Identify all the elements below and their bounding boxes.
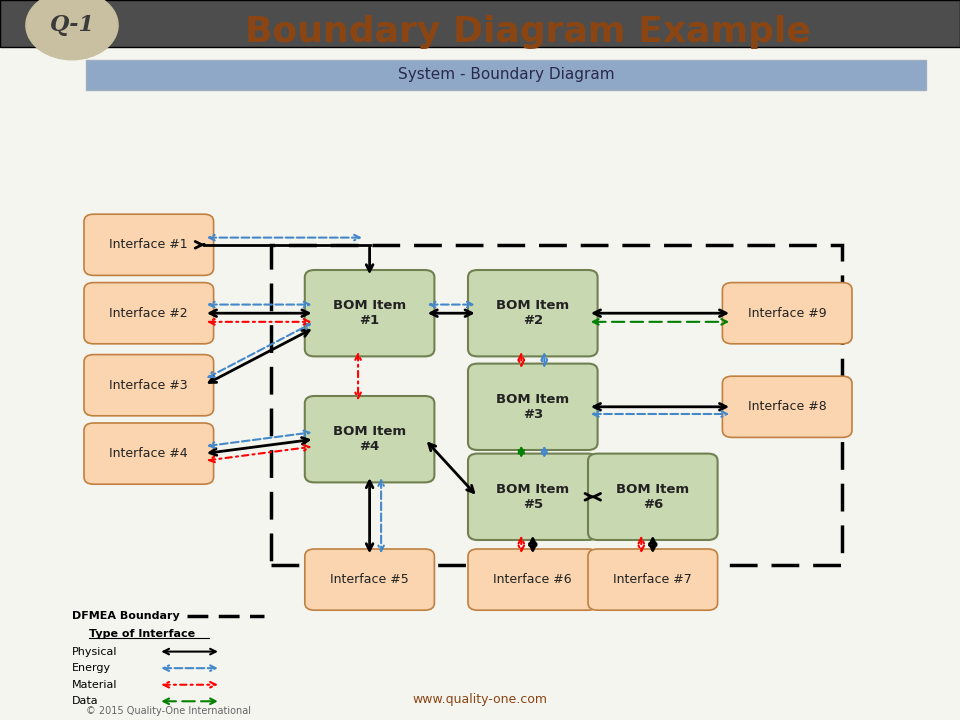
- FancyBboxPatch shape: [84, 355, 214, 416]
- Text: BOM Item
#1: BOM Item #1: [333, 300, 406, 327]
- Text: Interface #5: Interface #5: [330, 573, 409, 586]
- FancyBboxPatch shape: [305, 396, 434, 482]
- Text: Physical: Physical: [72, 647, 117, 657]
- Text: Energy: Energy: [72, 663, 111, 673]
- Text: Data: Data: [72, 696, 99, 706]
- FancyBboxPatch shape: [588, 454, 718, 540]
- Text: Interface #8: Interface #8: [748, 400, 827, 413]
- Text: Q-1: Q-1: [50, 14, 94, 36]
- FancyBboxPatch shape: [305, 270, 434, 356]
- Text: Interface #4: Interface #4: [109, 447, 188, 460]
- Text: BOM Item
#3: BOM Item #3: [496, 393, 569, 420]
- FancyBboxPatch shape: [468, 270, 597, 356]
- Text: Interface #3: Interface #3: [109, 379, 188, 392]
- FancyBboxPatch shape: [722, 376, 852, 438]
- Text: Material: Material: [72, 680, 117, 690]
- FancyBboxPatch shape: [305, 549, 434, 611]
- Text: © 2015 Quality-One International: © 2015 Quality-One International: [86, 706, 252, 716]
- FancyBboxPatch shape: [0, 0, 960, 47]
- FancyBboxPatch shape: [84, 215, 214, 276]
- Text: BOM Item
#6: BOM Item #6: [616, 483, 689, 510]
- Text: BOM Item
#5: BOM Item #5: [496, 483, 569, 510]
- Text: Boundary Diagram Example: Boundary Diagram Example: [245, 15, 811, 50]
- FancyBboxPatch shape: [468, 364, 597, 450]
- Circle shape: [26, 0, 118, 60]
- FancyBboxPatch shape: [84, 283, 214, 344]
- Bar: [271, 245, 842, 565]
- Text: Interface #2: Interface #2: [109, 307, 188, 320]
- Text: BOM Item
#4: BOM Item #4: [333, 426, 406, 453]
- Text: BOM Item
#2: BOM Item #2: [496, 300, 569, 327]
- Text: www.quality-one.com: www.quality-one.com: [413, 693, 547, 706]
- FancyBboxPatch shape: [722, 283, 852, 344]
- Text: Interface #7: Interface #7: [613, 573, 692, 586]
- FancyBboxPatch shape: [468, 549, 597, 611]
- Text: System - Boundary Diagram: System - Boundary Diagram: [397, 68, 614, 82]
- Text: Interface #6: Interface #6: [493, 573, 572, 586]
- Text: DFMEA Boundary: DFMEA Boundary: [72, 611, 180, 621]
- Text: Interface #9: Interface #9: [748, 307, 827, 320]
- FancyBboxPatch shape: [86, 60, 926, 90]
- Text: Interface #1: Interface #1: [109, 238, 188, 251]
- Text: Type of Interface: Type of Interface: [89, 629, 196, 639]
- FancyBboxPatch shape: [588, 549, 718, 611]
- FancyBboxPatch shape: [84, 423, 214, 484]
- FancyBboxPatch shape: [468, 454, 597, 540]
